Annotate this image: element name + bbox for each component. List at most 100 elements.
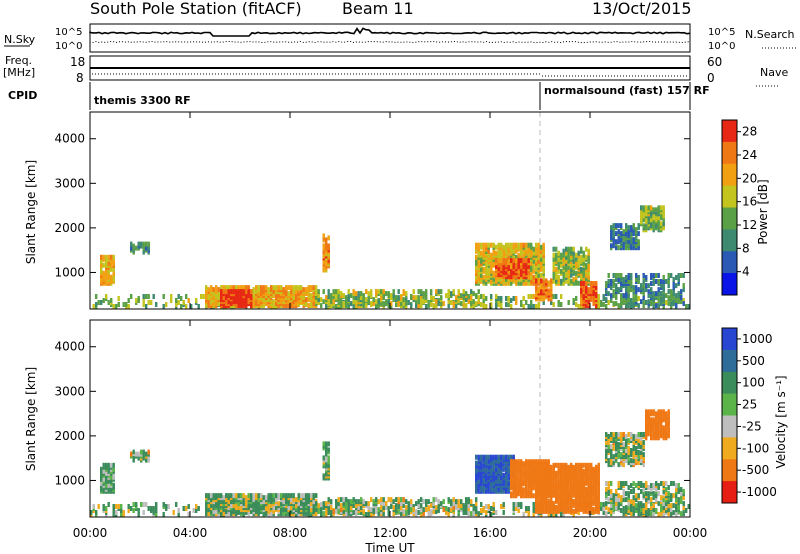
- echo-cell: [482, 298, 485, 303]
- echo-cell: [112, 462, 115, 468]
- echo-cell: [612, 460, 615, 466]
- echo-cell: [502, 454, 505, 460]
- echo-cell: [477, 454, 480, 460]
- echo-cell: [672, 299, 675, 305]
- echo-cell: [460, 503, 463, 509]
- echo-cell: [162, 512, 165, 517]
- echo-cell: [570, 468, 573, 474]
- echo-cell: [542, 506, 545, 512]
- echo-cell: [482, 250, 485, 256]
- echo-cell: [510, 454, 513, 460]
- echo-cell: [667, 273, 670, 278]
- echo-cell: [642, 291, 645, 297]
- echo-cell: [515, 502, 518, 507]
- echo-cell: [655, 419, 658, 425]
- echo-cell: [625, 291, 628, 297]
- echo-cell: [632, 285, 635, 291]
- echo-cell: [587, 262, 590, 268]
- echo-cell: [580, 297, 583, 303]
- echo-cell: [610, 285, 613, 291]
- echo-cell: [602, 510, 605, 515]
- echo-cell: [637, 450, 640, 455]
- echo-cell: [630, 273, 633, 278]
- echo-cell: [320, 297, 323, 303]
- echo-cell: [360, 295, 363, 301]
- echo-cell: [630, 225, 633, 231]
- echo-cell: [515, 242, 518, 248]
- echo-cell: [235, 493, 238, 499]
- echo-cell: [127, 304, 130, 309]
- echo-cell: [612, 229, 615, 235]
- echo-cell: [525, 270, 528, 276]
- echo-cell: [107, 462, 110, 468]
- echo-cell: [282, 507, 285, 513]
- echo-cell: [645, 205, 648, 211]
- echo-cell: [230, 289, 233, 295]
- echo-cell: [522, 461, 525, 467]
- echo-cell: [542, 278, 545, 284]
- echo-cell: [532, 512, 535, 517]
- echo-cell: [612, 438, 615, 443]
- echo-cell: [430, 295, 433, 301]
- echo-cell: [355, 499, 358, 505]
- echo-cell: [672, 295, 675, 301]
- echo-cell: [537, 272, 540, 278]
- echo-cell: [580, 254, 583, 260]
- echo-cell: [465, 510, 468, 515]
- echo-cell: [682, 273, 685, 278]
- echo-cell: [245, 499, 248, 505]
- echo-cell: [280, 285, 283, 291]
- echo-cell: [507, 260, 510, 266]
- echo-cell: [105, 258, 108, 264]
- echo-cell: [632, 223, 635, 229]
- echo-cell: [110, 478, 113, 484]
- echo-cell: [557, 462, 560, 468]
- echo-cell: [655, 273, 658, 278]
- echo-cell: [547, 478, 550, 484]
- echo-cell: [442, 507, 445, 513]
- echo-cell: [677, 277, 680, 282]
- echo-cell: [550, 468, 553, 474]
- echo-cell: [422, 507, 425, 513]
- echo-cell: [455, 303, 458, 309]
- echo-cell: [655, 411, 658, 417]
- echo-cell: [480, 464, 483, 470]
- echo-cell: [527, 294, 530, 299]
- echo-cell: [317, 509, 320, 515]
- echo-cell: [522, 258, 525, 264]
- echo-cell: [430, 509, 433, 515]
- echo-cell: [490, 486, 493, 492]
- echo-cell: [475, 293, 478, 299]
- echo-cell: [625, 223, 628, 229]
- echo-cell: [300, 285, 303, 291]
- echo-cell: [655, 207, 658, 213]
- echo-cell: [557, 256, 560, 262]
- echo-cell: [395, 295, 398, 301]
- echo-cell: [552, 294, 555, 299]
- echo-cell: [492, 466, 495, 472]
- echo-cell: [485, 296, 488, 301]
- echo-cell: [677, 502, 680, 507]
- colorbar-segment: [722, 141, 737, 165]
- echo-cell: [232, 497, 235, 503]
- echo-cell: [447, 289, 450, 295]
- echo-cell: [610, 298, 613, 303]
- echo-cell: [502, 244, 505, 250]
- echo-cell: [322, 473, 325, 479]
- echo-cell: [475, 480, 478, 486]
- echo-cell: [585, 303, 588, 309]
- echo-cell: [675, 283, 678, 289]
- echo-cell: [615, 223, 618, 229]
- echo-cell: [620, 223, 623, 229]
- echo-cell: [287, 493, 290, 499]
- echo-cell: [652, 215, 655, 221]
- echo-cell: [642, 205, 645, 211]
- echo-cell: [105, 462, 108, 468]
- echo-cell: [527, 506, 530, 511]
- echo-cell: [112, 482, 115, 488]
- echo-cell: [335, 509, 338, 515]
- freq-label: Freq.: [5, 54, 32, 67]
- echo-cell: [542, 300, 545, 305]
- echo-cell: [547, 464, 550, 470]
- echo-cell: [397, 298, 400, 303]
